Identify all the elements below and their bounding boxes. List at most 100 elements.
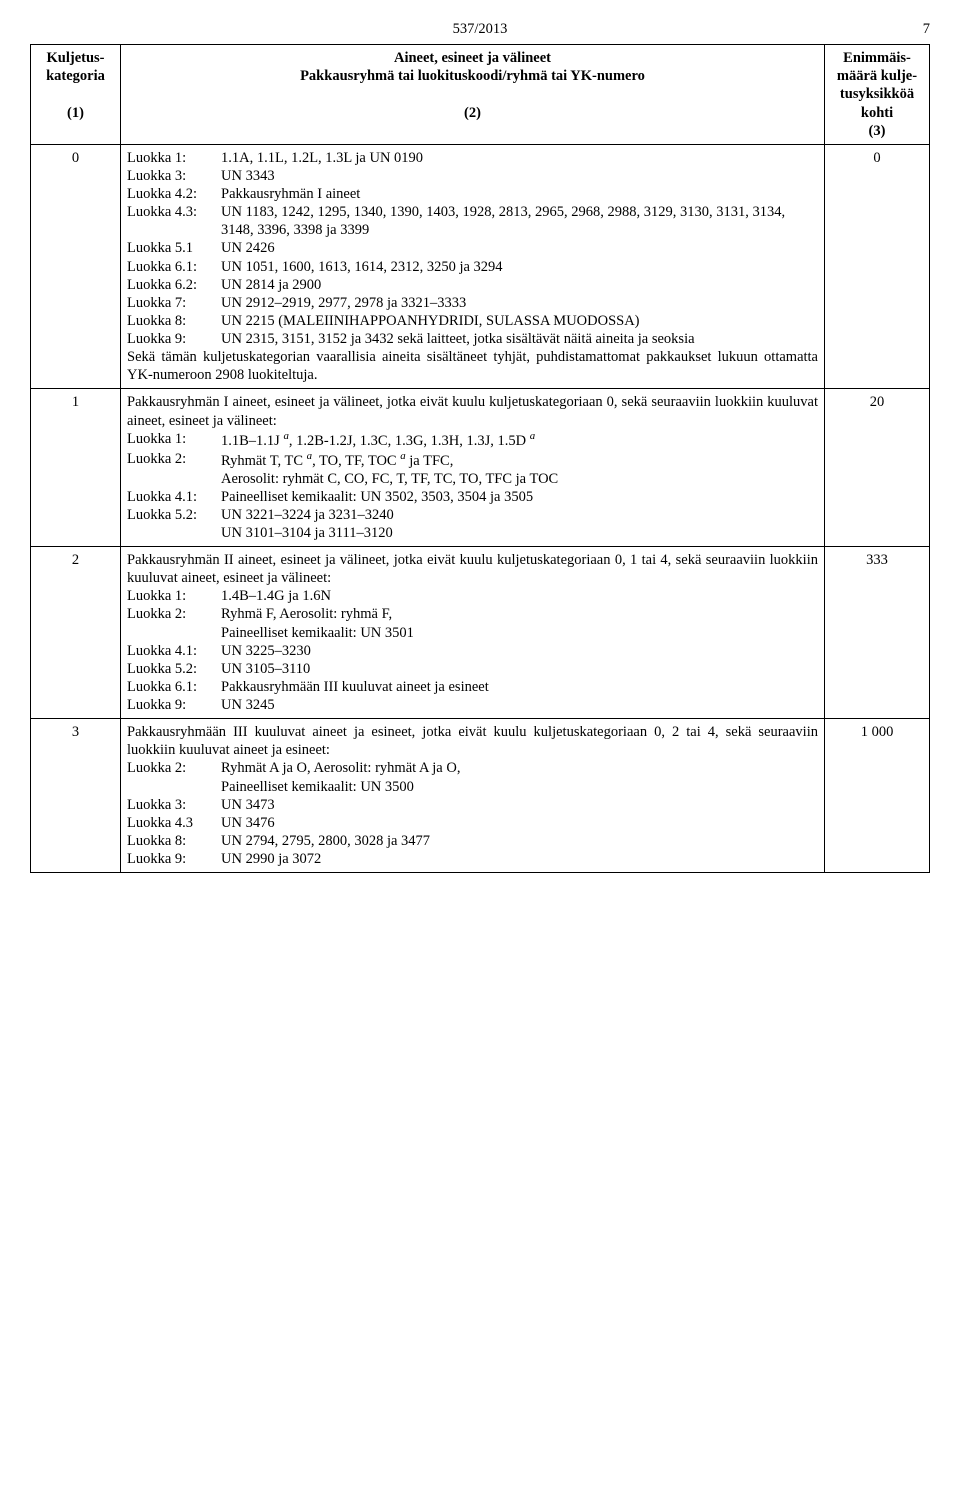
entry-label: Luokka 9: [127, 696, 221, 714]
max-cell: 0 [825, 144, 930, 389]
entry-text: UN 3343 [221, 167, 818, 185]
entry-label: Luokka 2: [127, 759, 221, 795]
entry-label: Luokka 4.3 [127, 814, 221, 832]
entry-row: Luokka 4.1:Paineelliset kemikaalit: UN 3… [127, 488, 818, 506]
entry-row: Luokka 6.2:UN 2814 ja 2900 [127, 276, 818, 294]
entry-row: Luokka 4.1:UN 3225–3230 [127, 642, 818, 660]
entry-text: UN 3105–3110 [221, 660, 818, 678]
entry-label [127, 524, 221, 542]
entry-text: UN 3221–3224 ja 3231–3240 [221, 506, 818, 524]
entry-text: UN 2912–2919, 2977, 2978 ja 3321–3333 [221, 294, 818, 312]
entry-text: UN 1183, 1242, 1295, 1340, 1390, 1403, 1… [221, 203, 818, 239]
header-kategoria: Kuljetus- kategoria (1) [31, 45, 121, 145]
entry-row: Luokka 1:1.1B–1.1J a, 1.2B-1.2J, 1.3C, 1… [127, 430, 818, 450]
entry-label: Luokka 4.1: [127, 488, 221, 506]
kategoria-cell: 1 [31, 389, 121, 547]
entry-text: UN 2990 ja 3072 [221, 850, 818, 868]
entry-row: Luokka 4.2:Pakkausryhmän I aineet [127, 185, 818, 203]
entry-row: Luokka 4.3UN 3476 [127, 814, 818, 832]
table-row: 0 Luokka 1:1.1A, 1.1L, 1.2L, 1.3L ja UN 0… [31, 144, 930, 389]
entry-text: UN 2315, 3151, 3152 ja 3432 sekä laittee… [221, 330, 818, 348]
entry-label: Luokka 6.1: [127, 678, 221, 696]
entry-text: UN 2794, 2795, 2800, 3028 ja 3477 [221, 832, 818, 850]
content-cell: Pakkausryhmän I aineet, esineet ja välin… [121, 389, 825, 547]
entry-row: Luokka 5.1UN 2426 [127, 239, 818, 257]
entry-row: Luokka 6.1:UN 1051, 1600, 1613, 1614, 23… [127, 258, 818, 276]
entry-text: UN 2814 ja 2900 [221, 276, 818, 294]
entry-label: Luokka 4.3: [127, 203, 221, 239]
entry-text: UN 2426 [221, 239, 818, 257]
entry-label: Luokka 9: [127, 850, 221, 868]
entry-label: Luokka 9: [127, 330, 221, 348]
entry-row: Luokka 3:UN 3343 [127, 167, 818, 185]
entry-label: Luokka 6.1: [127, 258, 221, 276]
intro-text: Pakkausryhmään III kuuluvat aineet ja es… [127, 723, 818, 759]
table-row: 2Pakkausryhmän II aineet, esineet ja väl… [31, 547, 930, 719]
entry-text: Ryhmä F, Aerosolit: ryhmä F,Paineelliset… [221, 605, 818, 641]
max-cell: 1 000 [825, 719, 930, 873]
entry-row: Luokka 2:Ryhmä F, Aerosolit: ryhmä F,Pai… [127, 605, 818, 641]
entry-label: Luokka 4.2: [127, 185, 221, 203]
entry-text: Pakkausryhmän I aineet [221, 185, 818, 203]
entry-row: Luokka 5.2:UN 3105–3110 [127, 660, 818, 678]
entry-label: Luokka 2: [127, 605, 221, 641]
entry-row: Luokka 1:1.4B–1.4G ja 1.6N [127, 587, 818, 605]
page-number: 7 [923, 20, 930, 38]
table-body: 0Luokka 1:1.1A, 1.1L, 1.2L, 1.3L ja UN 0… [31, 144, 930, 872]
entry-text: 1.1B–1.1J a, 1.2B-1.2J, 1.3C, 1.3G, 1.3H… [221, 430, 818, 450]
entry-row: Luokka 2:Ryhmät T, TC a, TO, TF, TOC a j… [127, 450, 818, 488]
table-row: 1Pakkausryhmän I aineet, esineet ja väli… [31, 389, 930, 547]
entry-label: Luokka 1: [127, 587, 221, 605]
entry-label: Luokka 5.2: [127, 660, 221, 678]
page-header: 537/2013 7 [30, 20, 930, 38]
regulation-table: Kuljetus- kategoria (1) Aineet, esineet … [30, 44, 930, 873]
entry-row: Luokka 9:UN 3245 [127, 696, 818, 714]
entry-row: Luokka 9:UN 2315, 3151, 3152 ja 3432 sek… [127, 330, 818, 348]
entry-row: Luokka 6.1:Pakkausryhmään III kuuluvat a… [127, 678, 818, 696]
table-row: 3Pakkausryhmään III kuuluvat aineet ja e… [31, 719, 930, 873]
max-cell: 333 [825, 547, 930, 719]
entry-text: UN 3476 [221, 814, 818, 832]
entry-label: Luokka 8: [127, 312, 221, 330]
entry-text: UN 1051, 1600, 1613, 1614, 2312, 3250 ja… [221, 258, 818, 276]
entry-row: Luokka 5.2:UN 3221–3224 ja 3231–3240 [127, 506, 818, 524]
header-aineet: Aineet, esineet ja välineet Pakkausryhmä… [121, 45, 825, 145]
entry-text: Ryhmät A ja O, Aerosolit: ryhmät A ja O,… [221, 759, 818, 795]
entry-label: Luokka 1: [127, 149, 221, 167]
content-cell: Pakkausryhmän II aineet, esineet ja väli… [121, 547, 825, 719]
entry-label: Luokka 3: [127, 796, 221, 814]
entry-text: Paineelliset kemikaalit: UN 3502, 3503, … [221, 488, 818, 506]
entry-row: Luokka 3:UN 3473 [127, 796, 818, 814]
intro-text: Pakkausryhmän I aineet, esineet ja välin… [127, 393, 818, 429]
entry-label: Luokka 6.2: [127, 276, 221, 294]
max-cell: 20 [825, 389, 930, 547]
entry-text: UN 3225–3230 [221, 642, 818, 660]
kategoria-cell: 0 [31, 144, 121, 389]
entry-text: Ryhmät T, TC a, TO, TF, TOC a ja TFC,Aer… [221, 450, 818, 488]
header-enimmais: Enimmäis- määrä kulje- tusyksikköä kohti… [825, 45, 930, 145]
entry-row: Luokka 8:UN 2794, 2795, 2800, 3028 ja 34… [127, 832, 818, 850]
entry-row: Luokka 7:UN 2912–2919, 2977, 2978 ja 332… [127, 294, 818, 312]
entry-row: Luokka 1:1.1A, 1.1L, 1.2L, 1.3L ja UN 01… [127, 149, 818, 167]
entry-label: Luokka 1: [127, 430, 221, 450]
entry-text: UN 3245 [221, 696, 818, 714]
entry-label: Luokka 5.1 [127, 239, 221, 257]
tail-text: Sekä tämän kuljetuskategorian vaarallisi… [127, 348, 818, 384]
entry-label: Luokka 7: [127, 294, 221, 312]
entry-label: Luokka 2: [127, 450, 221, 488]
entry-label: Luokka 3: [127, 167, 221, 185]
entry-row: Luokka 2:Ryhmät A ja O, Aerosolit: ryhmä… [127, 759, 818, 795]
document-number: 537/2013 [30, 20, 930, 38]
entry-text: UN 3473 [221, 796, 818, 814]
intro-text: Pakkausryhmän II aineet, esineet ja väli… [127, 551, 818, 587]
entry-text: 1.1A, 1.1L, 1.2L, 1.3L ja UN 0190 [221, 149, 818, 167]
entry-row: Luokka 4.3:UN 1183, 1242, 1295, 1340, 13… [127, 203, 818, 239]
entry-text: UN 2215 (MALEIINIHAPPOANHYDRIDI, SULASSA… [221, 312, 818, 330]
kategoria-cell: 3 [31, 719, 121, 873]
entry-label: Luokka 8: [127, 832, 221, 850]
entry-text: 1.4B–1.4G ja 1.6N [221, 587, 818, 605]
content-cell: Pakkausryhmään III kuuluvat aineet ja es… [121, 719, 825, 873]
entry-row: UN 3101–3104 ja 3111–3120 [127, 524, 818, 542]
entry-label: Luokka 5.2: [127, 506, 221, 524]
entry-label: Luokka 4.1: [127, 642, 221, 660]
